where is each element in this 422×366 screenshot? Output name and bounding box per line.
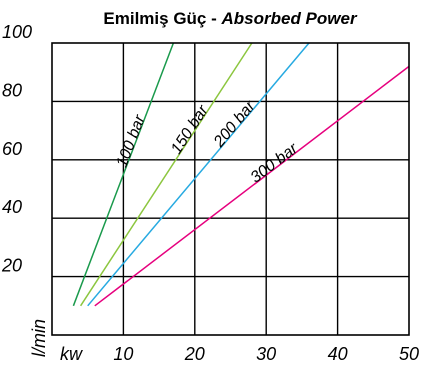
y-tick-label-60: 60 [2,139,22,159]
x-tick-label-20: 20 [184,344,205,364]
y-axis-unit-label: l/min [29,319,49,357]
plot-frame [51,42,410,336]
chart-title-en: Absorbed Power [221,9,358,28]
series-label-100-bar: 100 bar [114,112,149,169]
x-tick-label-40: 40 [328,344,348,364]
grid [52,43,409,335]
y-tick-label-20: 20 [1,256,22,276]
chart-title: Emilmiş Güç - Absorbed Power [103,9,358,28]
series-line-100-bar [72,42,175,307]
x-tick-label-50: 50 [399,344,419,364]
series-line-200-bar [87,42,310,307]
series-label-200-bar: 200 bar [210,97,259,151]
series-lines [72,42,410,307]
y-tick-label-40: 40 [2,197,22,217]
series-line-300-bar [94,65,410,307]
chart-title-tr: Emilmiş Güç - [103,9,221,28]
x-tick-label-30: 30 [256,344,276,364]
series-label-150-bar: 150 bar [168,102,212,157]
tick-labels: 10 20 30 40 50 100 80 60 40 20 [1,22,419,364]
y-tick-label-100: 100 [2,22,32,42]
x-tick-label-10: 10 [113,344,133,364]
series-line-150-bar [79,42,253,307]
x-axis-unit-label: kw [60,344,83,364]
y-tick-label-80: 80 [2,80,22,100]
series-label-300-bar: 300 bar [248,140,302,187]
